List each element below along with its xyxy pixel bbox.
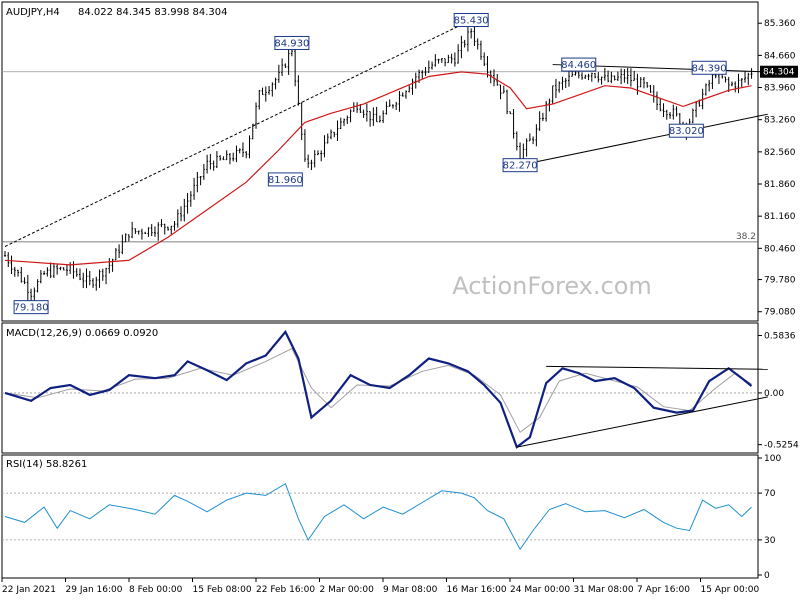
rsi-panel-frame <box>1 454 759 579</box>
price-label-box <box>691 60 727 75</box>
price-tick-label: 79.080 <box>764 308 796 318</box>
price-label-box <box>502 158 538 173</box>
current-price-label: 84.304 <box>763 68 795 78</box>
macd-tick-label: 0.00 <box>764 389 784 399</box>
price-grid: 38.2 <box>2 71 758 243</box>
price-label-box <box>561 57 597 72</box>
price-label-box <box>267 172 303 187</box>
ma-line <box>4 71 752 266</box>
macd-title: MACD(12,26,9) 0.0669 0.0920 <box>6 328 158 339</box>
macd-main-line <box>4 329 753 449</box>
price-label-box <box>13 300 49 315</box>
time-tick-label: 8 Feb 00:00 <box>129 585 183 595</box>
price-tick-label: 84.660 <box>764 51 796 61</box>
moving-average <box>4 71 752 266</box>
time-tick-label: 7 Apr 16:00 <box>637 585 690 595</box>
price-label-box <box>668 123 704 138</box>
time-tick-label: 24 Mar 00:00 <box>510 585 570 595</box>
time-tick-label: 29 Jan 16:00 <box>66 585 123 595</box>
trendline <box>4 19 472 247</box>
price-ohlc: 84.022 84.345 83.998 84.304 <box>78 7 228 18</box>
current-price-box <box>760 65 798 78</box>
macd-signal-line <box>4 347 752 434</box>
time-axis: 22 Jan 2021 29 Jan 16:00 8 Feb 00:00 15 Feb… <box>1 578 760 595</box>
rsi-tick-label: 100 <box>764 454 781 464</box>
time-tick-label: 9 Mar 08:00 <box>383 585 438 595</box>
price-label-box <box>274 35 310 50</box>
price-label-text: 83.020 <box>669 126 704 137</box>
price-label-text: 82.270 <box>503 161 538 172</box>
price-axis: 79.080 79.780 80.460 81.160 81.860 82.560 83.2… <box>758 19 798 318</box>
rsi-tick-label: 0 <box>764 571 770 581</box>
candles <box>4 24 753 305</box>
price-label-text: 84.930 <box>274 38 309 49</box>
price-tick-label: 79.780 <box>764 276 796 286</box>
rsi-line <box>4 482 752 551</box>
price-label-box <box>453 12 489 27</box>
price-label-text: 81.960 <box>268 175 303 186</box>
rsi-title: RSI(14) 58.8261 <box>6 459 87 470</box>
time-tick-label: 16 Mar 16:00 <box>447 585 507 595</box>
macd-tick-label: 0.5836 <box>764 331 796 341</box>
trendlines <box>4 19 768 247</box>
price-tick-label: 83.260 <box>764 116 796 126</box>
macd-panel-frame <box>1 322 759 454</box>
macd-trendline <box>516 396 768 448</box>
macd-panel: 0.5836 0.00 -0.5254 <box>2 329 799 451</box>
time-tick-label: 15 Apr 00:00 <box>701 585 760 595</box>
price-tick-label: 81.160 <box>764 212 796 222</box>
price-label-text: 84.460 <box>561 60 596 71</box>
rsi-tick-label: 30 <box>764 536 776 546</box>
price-tick-label: 80.460 <box>764 244 796 254</box>
price-labels: 79.180 84.930 81.960 85.430 82.270 84.460 84.3… <box>13 12 727 315</box>
macd-tick-label: -0.5254 <box>764 441 799 451</box>
time-tick-label: 15 Feb 08:00 <box>193 585 252 595</box>
price-label-text: 79.180 <box>14 303 49 314</box>
trendline <box>519 113 768 166</box>
price-tick-label: 82.560 <box>764 148 796 158</box>
time-tick-label: 31 Mar 08:00 <box>574 585 634 595</box>
price-tick-label: 85.360 <box>764 19 796 29</box>
price-tick-label: 83.960 <box>764 84 796 94</box>
time-tick-label: 2 Mar 00:00 <box>320 585 375 595</box>
time-tick-label: 22 Jan 2021 <box>2 585 56 595</box>
rsi-tick-label: 70 <box>764 489 776 499</box>
watermark: ActionForex.com <box>452 272 652 300</box>
macd-trendline <box>546 365 768 370</box>
time-tick-label: 22 Feb 16:00 <box>256 585 315 595</box>
price-label-text: 85.430 <box>454 15 489 26</box>
fib-label: 38.2 <box>736 232 756 242</box>
price-panel-frame <box>1 1 759 322</box>
price-title: AUDJPY,H4 <box>6 7 60 18</box>
price-label-text: 84.390 <box>692 63 727 74</box>
price-tick-label: 81.860 <box>764 180 796 190</box>
rsi-panel: 100 70 30 0 <box>2 454 781 581</box>
